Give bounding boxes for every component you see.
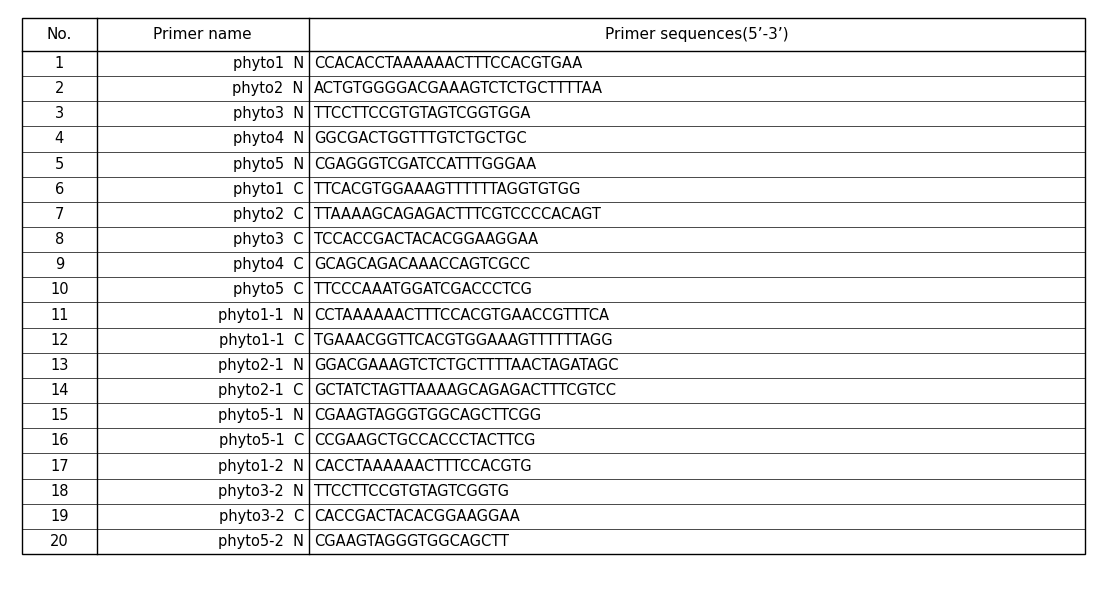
Text: phyto1-1  C: phyto1-1 C [218,332,303,348]
Text: phyto2  C: phyto2 C [232,207,303,222]
Text: GCTATCTAGTTAAAAGCAGAGACTTTCGTCC: GCTATCTAGTTAAAAGCAGAGACTTTCGTCC [314,383,617,398]
Text: 13: 13 [50,358,69,373]
Text: 10: 10 [50,282,69,298]
Text: 15: 15 [50,408,69,423]
Text: CACCGACTACACGGAAGGAA: CACCGACTACACGGAAGGAA [314,509,520,524]
Text: CACCTAAAAAACTTTCCACGTG: CACCTAAAAAACTTTCCACGTG [314,458,532,474]
Text: ACTGTGGGGACGAAAGTCTCTGCTTTTAA: ACTGTGGGGACGAAAGTCTCTGCTTTTAA [314,81,603,96]
Text: phyto3-2  N: phyto3-2 N [218,483,303,499]
Text: 12: 12 [50,332,69,348]
Text: 8: 8 [54,232,64,247]
Bar [22,18,1085,554]
Text: phyto2  N: phyto2 N [232,81,303,96]
Text: 20: 20 [50,534,69,549]
Text: phyto5-2  N: phyto5-2 N [218,534,303,549]
Text: 9: 9 [54,257,64,273]
Text: No.: No. [46,27,72,42]
Text: phyto5-1  N: phyto5-1 N [218,408,303,423]
Text: phyto2-1  N: phyto2-1 N [218,358,303,373]
Text: phyto5  C: phyto5 C [234,282,303,298]
Text: 1: 1 [54,56,64,71]
Text: TTCACGTGGAAAGTTTTTTAGGTGTGG: TTCACGTGGAAAGTTTTTTAGGTGTGG [314,181,581,197]
Text: 4: 4 [54,131,64,147]
Text: TTCCCAAATGGATCGACCCTCG: TTCCCAAATGGATCGACCCTCG [314,282,532,298]
Text: phyto3  C: phyto3 C [234,232,303,247]
Text: 3: 3 [54,106,64,122]
Text: CCTAAAAAACTTTCCACGTGAACCGTTTCA: CCTAAAAAACTTTCCACGTGAACCGTTTCA [314,307,609,323]
Text: CGAAGTAGGGTGGCAGCTT: CGAAGTAGGGTGGCAGCTT [314,534,509,549]
Text: phyto3  N: phyto3 N [232,106,303,122]
Text: phyto5  N: phyto5 N [232,156,303,172]
Text: 19: 19 [50,509,69,524]
Text: Primer name: Primer name [154,27,252,42]
Text: CCACACCTAAAAAACTTTCCACGTGAA: CCACACCTAAAAAACTTTCCACGTGAA [314,56,582,71]
Text: CGAAGTAGGGTGGCAGCTTCGG: CGAAGTAGGGTGGCAGCTTCGG [314,408,541,423]
Text: 16: 16 [50,433,69,449]
Text: phyto2-1  C: phyto2-1 C [218,383,303,398]
Text: phyto1  C: phyto1 C [234,181,303,197]
Text: TGAAACGGTTCACGTGGAAAGTTTTTTAGG: TGAAACGGTTCACGTGGAAAGTTTTTTAGG [314,332,613,348]
Text: 7: 7 [54,207,64,222]
Text: 6: 6 [54,181,64,197]
Text: GGCGACTGGTTTGTCTGCTGC: GGCGACTGGTTTGTCTGCTGC [314,131,527,147]
Text: 17: 17 [50,458,69,474]
Text: phyto5-1  C: phyto5-1 C [218,433,303,449]
Text: 11: 11 [50,307,69,323]
Text: phyto1-2  N: phyto1-2 N [218,458,303,474]
Text: TCCACCGACTACACGGAAGGAA: TCCACCGACTACACGGAAGGAA [314,232,538,247]
Text: phyto1  N: phyto1 N [232,56,303,71]
Text: 18: 18 [50,483,69,499]
Text: CGAGGGTCGATCCATTTGGGAA: CGAGGGTCGATCCATTTGGGAA [314,156,537,172]
Text: 2: 2 [54,81,64,96]
Text: CCGAAGCTGCCACCCTACTTCG: CCGAAGCTGCCACCCTACTTCG [314,433,536,449]
Text: TTCCTTCCGTGTAGTCGGTG: TTCCTTCCGTGTAGTCGGTG [314,483,509,499]
Text: phyto1-1  N: phyto1-1 N [218,307,303,323]
Text: GCAGCAGACAAACCAGTCGCC: GCAGCAGACAAACCAGTCGCC [314,257,530,273]
Text: GGACGAAAGTCTCTGCTTTTAACTAGATAGC: GGACGAAAGTCTCTGCTTTTAACTAGATAGC [314,358,619,373]
Text: 5: 5 [54,156,64,172]
Text: phyto4  N: phyto4 N [232,131,303,147]
Text: phyto3-2  C: phyto3-2 C [218,509,303,524]
Text: TTAAAAGCAGAGACTTTCGTCCCCACAGT: TTAAAAGCAGAGACTTTCGTCCCCACAGT [314,207,601,222]
Text: TTCCTTCCGTGTAGTCGGTGGA: TTCCTTCCGTGTAGTCGGTGGA [314,106,530,122]
Text: 14: 14 [50,383,69,398]
Text: phyto4  C: phyto4 C [234,257,303,273]
Text: Primer sequences(5’-3’): Primer sequences(5’-3’) [606,27,789,42]
